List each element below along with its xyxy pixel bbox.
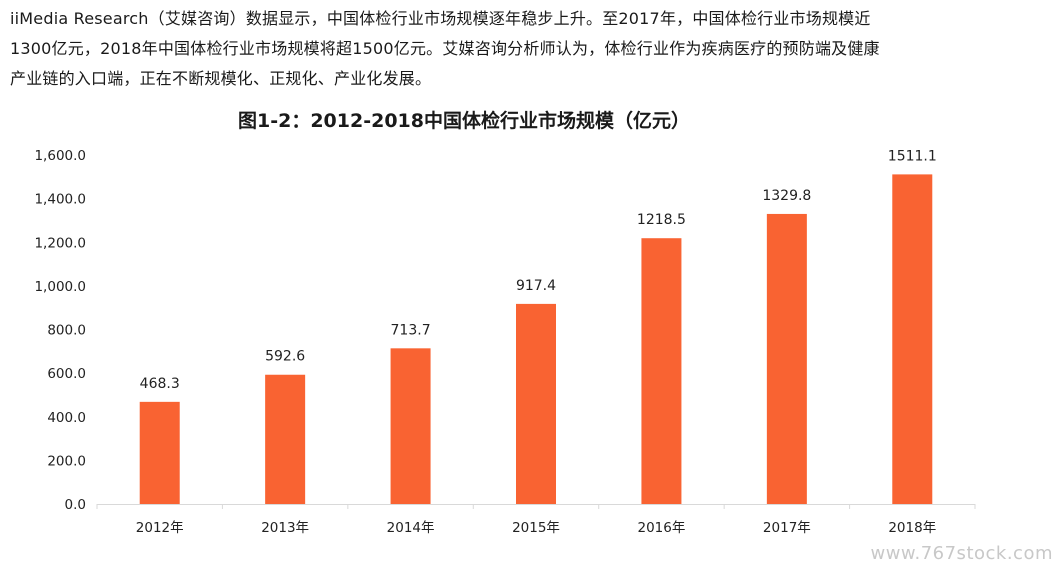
y-tick-label: 1,000.0 <box>34 279 86 295</box>
intro-line: iiMedia Research（艾媒咨询）数据显示，中国体检行业市场规模逐年稳… <box>10 9 871 28</box>
intro-line: 1300亿元，2018年中国体检行业市场规模将超1500亿元。艾媒咨询分析师认为… <box>10 39 880 58</box>
y-tick-label: 1,200.0 <box>34 235 86 251</box>
y-tick-label: 1,400.0 <box>34 192 86 208</box>
data-label: 592.6 <box>265 349 305 365</box>
bar <box>641 238 682 504</box>
x-tick-label: 2017年 <box>763 520 811 536</box>
x-tick-label: 2015年 <box>512 520 560 536</box>
x-tick-label: 2013年 <box>261 520 309 536</box>
data-label: 1218.5 <box>637 212 686 228</box>
y-tick-label: 0.0 <box>65 497 86 513</box>
watermark: www.767stock.com <box>870 543 1053 564</box>
intro-paragraph: iiMedia Research（艾媒咨询）数据显示，中国体检行业市场规模逐年稳… <box>10 4 1055 94</box>
x-tick-label: 2016年 <box>637 520 685 536</box>
y-tick-label: 1,600.0 <box>34 148 86 164</box>
y-tick-label: 600.0 <box>47 366 86 382</box>
chart-title: 图1-2：2012-2018中国体检行业市场规模（亿元） <box>238 110 690 132</box>
bar <box>265 374 306 504</box>
y-tick-label: 400.0 <box>47 410 86 426</box>
x-tick-label: 2012年 <box>136 520 184 536</box>
bar <box>139 401 180 504</box>
data-label: 1511.1 <box>888 148 937 164</box>
bar <box>390 348 431 504</box>
bar <box>892 174 933 505</box>
bar <box>766 213 807 504</box>
data-label: 468.3 <box>140 376 180 392</box>
y-tick-label: 800.0 <box>47 323 86 339</box>
data-label: 1329.8 <box>762 188 811 204</box>
data-label: 917.4 <box>516 278 556 294</box>
data-label: 713.7 <box>391 322 431 338</box>
bar <box>516 303 556 504</box>
x-tick-label: 2014年 <box>387 520 435 536</box>
intro-line: 产业链的入口端，正在不断规模化、正规化、产业化发展。 <box>10 69 432 88</box>
y-tick-label: 200.0 <box>47 453 86 469</box>
x-tick-label: 2018年 <box>888 520 936 536</box>
